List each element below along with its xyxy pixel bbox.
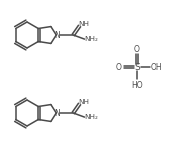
Text: O: O xyxy=(134,45,140,54)
Text: NH₂: NH₂ xyxy=(85,114,98,120)
Text: N: N xyxy=(54,108,60,117)
Text: HO: HO xyxy=(131,81,143,90)
Text: NH₂: NH₂ xyxy=(85,36,98,42)
Text: NH: NH xyxy=(78,21,89,27)
Text: S: S xyxy=(134,63,140,72)
Text: O: O xyxy=(116,63,122,72)
Text: NH: NH xyxy=(78,99,89,105)
Text: OH: OH xyxy=(150,63,162,72)
Text: N: N xyxy=(54,30,60,39)
